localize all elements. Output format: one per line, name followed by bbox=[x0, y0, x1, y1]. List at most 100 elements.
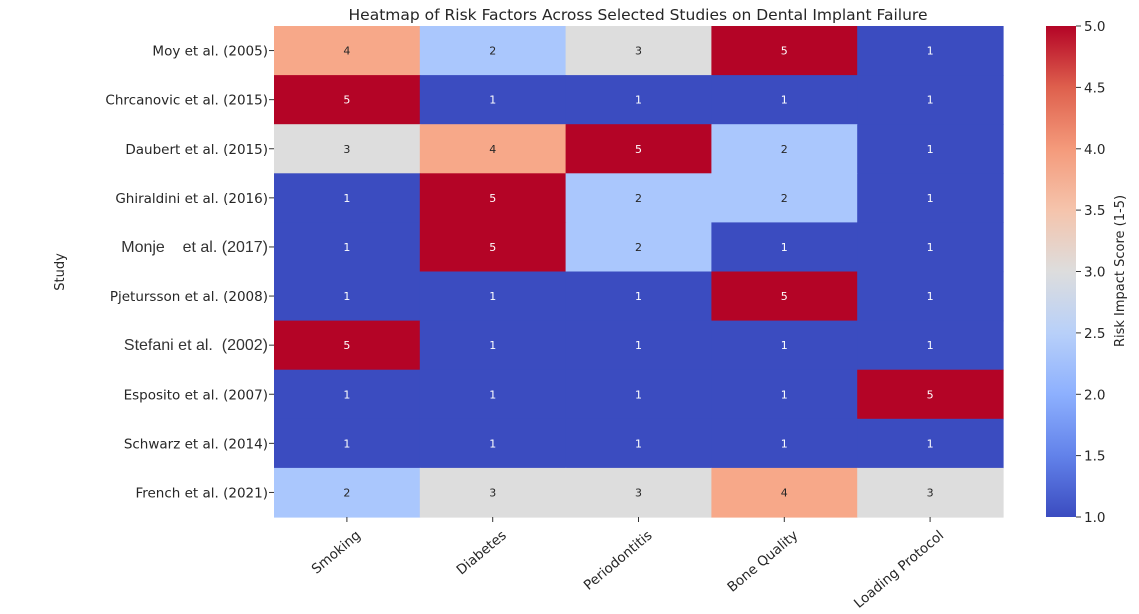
heatmap-cell bbox=[565, 26, 712, 76]
heatmap-cell bbox=[565, 173, 712, 223]
heatmap-cell bbox=[274, 173, 421, 223]
heatmap-cell bbox=[565, 418, 712, 469]
colorbar: 1.0 1.5 2.0 2.5 3.0 3.5 4.0 4.5 5.0 Risk Impact … bbox=[1046, 19, 1128, 526]
cell-value-label: 1 bbox=[489, 437, 496, 450]
colorbar-ticks: 1.0 1.5 2.0 2.5 3.0 3.5 4.0 4.5 5.0 bbox=[1076, 19, 1105, 526]
cell-value-label: 1 bbox=[489, 388, 496, 401]
cell-value-label: 1 bbox=[489, 290, 496, 303]
heatmap-cell bbox=[565, 369, 712, 420]
chart-title: Heatmap of Risk Factors Across Selected … bbox=[349, 6, 928, 24]
cell-value-label: 3 bbox=[635, 45, 642, 58]
heatmap-cell bbox=[419, 418, 567, 469]
cell-value-label: 1 bbox=[927, 290, 934, 303]
heatmap-cell bbox=[711, 173, 858, 223]
heatmap-cell bbox=[857, 467, 1004, 518]
colorbar-tick-label: 1.0 bbox=[1084, 510, 1105, 526]
cell-value-label: 1 bbox=[343, 437, 350, 450]
heatmap-cell bbox=[857, 271, 1004, 322]
row-label: Stefani et al. (2002) bbox=[124, 337, 268, 354]
heatmap-cell bbox=[857, 124, 1004, 174]
cell-value-label: 5 bbox=[489, 241, 496, 254]
cell-value-label: 2 bbox=[781, 192, 788, 205]
heatmap-cell bbox=[565, 124, 712, 174]
heatmap-cell bbox=[711, 222, 858, 273]
heatmap-cell bbox=[274, 26, 421, 76]
cell-value-label: 5 bbox=[781, 290, 788, 303]
cell-value-label: 1 bbox=[927, 339, 934, 352]
heatmap-cell bbox=[711, 26, 858, 76]
cell-value-label: 4 bbox=[489, 143, 496, 156]
cell-value-label: 1 bbox=[635, 388, 642, 401]
cell-value-label: 1 bbox=[489, 339, 496, 352]
cell-value-label: 1 bbox=[927, 94, 934, 107]
cell-value-label: 1 bbox=[343, 241, 350, 254]
cell-value-label: 1 bbox=[781, 339, 788, 352]
heatmap-cell bbox=[419, 75, 567, 125]
heatmap-cells: 4 2 3 5 1 5 1 1 1 1 3 4 5 2 1 1 5 2 2 1 1 5 2 1 1 1 1 1 5 1 5 1 1 1 1 1 1 1 1 5… bbox=[274, 26, 1004, 518]
row-label: Esposito et al. (2007) bbox=[124, 387, 268, 403]
row-label: Ghiraldini et al. (2016) bbox=[115, 191, 268, 207]
cell-value-label: 3 bbox=[927, 487, 934, 500]
heatmap-cell bbox=[857, 320, 1004, 371]
cell-value-label: 1 bbox=[927, 241, 934, 254]
row-label: Daubert et al. (2015) bbox=[125, 142, 268, 158]
heatmap-cell bbox=[857, 75, 1004, 125]
cell-value-label: 1 bbox=[635, 94, 642, 107]
column-labels: Smoking Diabetes Periodontitis Bone Quality… bbox=[309, 517, 947, 612]
colorbar-tick-label: 1.5 bbox=[1084, 449, 1105, 465]
cell-value-label: 2 bbox=[781, 143, 788, 156]
column-label: Loading Protocol bbox=[851, 527, 947, 611]
heatmap-cell bbox=[711, 467, 858, 518]
colorbar-tick-label: 3.0 bbox=[1084, 265, 1105, 281]
row-label: Pjetursson et al. (2008) bbox=[110, 289, 268, 305]
cell-value-label: 4 bbox=[781, 487, 788, 500]
cell-value-label: 1 bbox=[927, 192, 934, 205]
heatmap-cell bbox=[274, 222, 421, 273]
row-label: Schwarz et al. (2014) bbox=[124, 436, 268, 452]
cell-value-label: 5 bbox=[781, 45, 788, 58]
heatmap-cell bbox=[857, 26, 1004, 76]
cell-value-label: 1 bbox=[927, 45, 934, 58]
cell-value-label: 1 bbox=[781, 94, 788, 107]
cell-value-label: 5 bbox=[927, 388, 934, 401]
cell-value-label: 1 bbox=[635, 290, 642, 303]
colorbar-label: Risk Impact Score (1-5) bbox=[1113, 195, 1128, 347]
heatmap-cell bbox=[419, 369, 567, 420]
cell-value-label: 5 bbox=[635, 143, 642, 156]
row-labels: Moy et al. (2005) Chrcanovic et al. (2015… bbox=[105, 44, 274, 502]
cell-value-label: 4 bbox=[343, 45, 350, 58]
heatmap-cell bbox=[419, 173, 567, 223]
cell-value-label: 1 bbox=[635, 339, 642, 352]
heatmap-cell bbox=[711, 369, 858, 420]
colorbar-tick-label: 4.0 bbox=[1084, 142, 1105, 158]
heatmap-cell bbox=[419, 222, 567, 273]
heatmap-cell bbox=[274, 124, 421, 174]
heatmap-cell bbox=[274, 467, 421, 518]
cell-value-label: 1 bbox=[489, 94, 496, 107]
cell-value-label: 1 bbox=[927, 437, 934, 450]
cell-value-label: 1 bbox=[343, 388, 350, 401]
heatmap-cell bbox=[711, 418, 858, 469]
cell-value-label: 2 bbox=[489, 45, 496, 58]
cell-value-label: 5 bbox=[343, 339, 350, 352]
heatmap-cell bbox=[857, 369, 1004, 420]
heatmap-cell bbox=[274, 75, 421, 125]
heatmap-cell bbox=[565, 271, 712, 322]
heatmap-cell bbox=[419, 467, 567, 518]
heatmap-cell bbox=[857, 222, 1004, 273]
heatmap-cell bbox=[419, 124, 567, 174]
heatmap-cell bbox=[565, 467, 712, 518]
cell-value-label: 1 bbox=[781, 437, 788, 450]
cell-value-label: 1 bbox=[781, 241, 788, 254]
cell-value-label: 2 bbox=[343, 487, 350, 500]
cell-value-label: 1 bbox=[343, 290, 350, 303]
cell-value-label: 5 bbox=[489, 192, 496, 205]
heatmap-cell bbox=[565, 222, 712, 273]
cell-value-label: 5 bbox=[343, 94, 350, 107]
heatmap-cell bbox=[565, 75, 712, 125]
row-label: Chrcanovic et al. (2015) bbox=[105, 93, 268, 109]
cell-value-label: 1 bbox=[781, 388, 788, 401]
heatmap-cell bbox=[711, 320, 858, 371]
column-label: Diabetes bbox=[453, 527, 509, 578]
